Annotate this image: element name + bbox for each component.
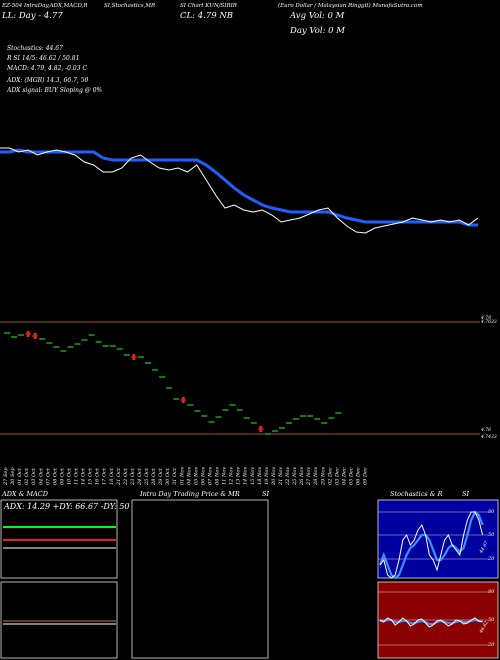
- x-axis-labels: 27 Sep 30 Sep 01 Oct 02 Oct 03 Oct 04 Oct 07 O…: [3, 467, 369, 486]
- x-label-5: 04 Oct: [38, 467, 44, 485]
- x-label-17: 22 Oct: [123, 467, 129, 486]
- x-label-47: 03 Dec: [334, 467, 340, 485]
- x-label-36: 18 Nov: [257, 467, 263, 485]
- rsi-white-line: [379, 617, 483, 628]
- x-label-18: 23 Oct: [130, 467, 136, 486]
- x-label-41: 25 Nov: [292, 467, 298, 486]
- x-label-29: 07 Nov: [207, 467, 213, 485]
- x-label-8: 09 Oct: [59, 467, 65, 485]
- candles: [4, 331, 342, 435]
- candle-body-36: [259, 426, 263, 432]
- x-label-46: 02 Dec: [327, 467, 333, 485]
- candle-body-18: [132, 354, 136, 360]
- x-label-33: 13 Nov: [236, 467, 242, 485]
- bottom-panels: [0, 499, 499, 659]
- x-label-10: 11 Oct: [74, 467, 80, 485]
- x-label-19: 24 Oct: [137, 467, 143, 486]
- stoch-white-line: [379, 511, 484, 579]
- price-label-top2: 4.7633: [481, 320, 497, 325]
- x-label-38: 20 Nov: [271, 467, 277, 486]
- x-label-3: 02 Oct: [24, 467, 30, 485]
- x-label-23: 30 Oct: [165, 467, 171, 485]
- series-line-blue: [0, 148, 478, 227]
- rsi-tick-50: 50: [488, 617, 495, 623]
- stoch-tick-50: 50: [488, 532, 495, 538]
- x-label-7: 08 Oct: [52, 467, 58, 485]
- x-label-12: 15 Oct: [88, 467, 94, 485]
- x-label-42: 26 Nov: [299, 467, 305, 486]
- adx-value: ADX: (MGR) 14.3, 66.7, 50: [7, 77, 89, 84]
- x-label-40: 22 Nov: [285, 467, 291, 486]
- rsi-blue-line: [380, 618, 483, 625]
- macd-value: MACD: 4.79, 4.82, -0.03 C: [7, 65, 88, 72]
- header-mid: SI,Stochastics,MR: [104, 3, 156, 9]
- adx-values: ADX: 14.29 +DY: 66.67 -DY: 50: [4, 502, 130, 511]
- x-label-51: 09 Dec: [363, 467, 369, 485]
- intraday-panel-title: Intra Day Trading Price & MR: [140, 490, 240, 498]
- x-label-32: 12 Nov: [229, 467, 235, 485]
- x-label-15: 18 Oct: [109, 467, 115, 485]
- price-label-top: 4.79: [481, 316, 492, 321]
- header-ll: LL: Day - 4.77: [2, 11, 63, 21]
- candle-body-25: [181, 397, 185, 403]
- x-label-20: 25 Oct: [144, 467, 150, 486]
- x-label-44: 28 Nov: [313, 467, 319, 486]
- price-label-bottom: 4.76: [481, 428, 492, 433]
- candle-body-4: [33, 333, 37, 339]
- x-label-37: 19 Nov: [264, 467, 270, 485]
- stoch-blue-line: [378, 510, 484, 580]
- x-label-25: 01 Nov: [179, 467, 185, 485]
- header-cl: CL: 4.79 NB: [180, 11, 234, 21]
- x-label-39: 21 Nov: [278, 467, 284, 486]
- x-label-28: 06 Nov: [200, 467, 206, 485]
- x-label-14: 17 Oct: [102, 467, 108, 485]
- x-label-30: 08 Nov: [215, 467, 221, 485]
- macd-panel: [0, 581, 118, 659]
- adx-panel-title: ADX & MACD: [2, 490, 48, 498]
- x-label-0: 27 Sep: [3, 467, 9, 486]
- x-label-50: 06 Dec: [356, 467, 362, 485]
- header-avg-vol: Avg Vol: 0 M: [290, 11, 345, 21]
- x-label-26: 04 Nov: [186, 467, 192, 485]
- stochastics-value: Stochastics: 44.67: [7, 45, 63, 52]
- x-label-16: 21 Oct: [116, 467, 122, 486]
- rsi-value: R SI 14/5: 46.62 / 50.81: [7, 55, 80, 62]
- price-lines: [0, 147, 479, 234]
- intraday-panel-title2: SI: [262, 490, 270, 498]
- x-label-4: 03 Oct: [31, 467, 37, 485]
- stoch-tick-20: 20: [488, 556, 495, 562]
- x-label-2: 01 Oct: [17, 467, 23, 485]
- x-label-34: 14 Nov: [243, 467, 249, 485]
- rsi-tick-80: 80: [488, 589, 495, 595]
- x-label-21: 28 Oct: [151, 467, 157, 486]
- stoch-panel-title: Stochastics & R: [390, 490, 443, 498]
- series-line-white: [0, 147, 479, 234]
- x-label-6: 07 Oct: [45, 467, 51, 485]
- x-label-9: 10 Oct: [66, 467, 72, 485]
- x-label-35: 15 Nov: [250, 467, 256, 485]
- header-left: EZ-504 IntraDay,ADX,MACD,R: [2, 3, 88, 9]
- stoch-panel-title2: SI: [462, 490, 470, 498]
- x-label-22: 29 Oct: [158, 467, 164, 486]
- price-label-bottom2: 4.7433: [481, 435, 497, 440]
- rsi-tick-20: 20: [488, 642, 495, 648]
- x-label-13: 16 Oct: [95, 467, 101, 485]
- x-label-45: 29 Nov: [320, 467, 326, 486]
- x-label-48: 04 Dec: [341, 467, 347, 485]
- header-right: (Euro Dollar / Malaysian Ringgit) Munafa…: [278, 3, 423, 9]
- x-label-24: 31 Oct: [172, 467, 178, 485]
- adx-signal: ADX signal: BUY Sloping @ 0%: [7, 87, 103, 94]
- candle-body-3: [26, 331, 30, 337]
- x-label-11: 14 Oct: [81, 467, 87, 485]
- header-mid2: SI Chart KUN/SIRIR: [180, 3, 237, 9]
- x-label-27: 05 Nov: [193, 467, 199, 485]
- x-label-49: 05 Dec: [348, 467, 354, 485]
- header-day-vol: Day Vol: 0 M: [290, 26, 345, 36]
- x-label-31: 11 Nov: [222, 467, 228, 485]
- x-label-43: 27 Nov: [306, 467, 312, 486]
- x-label-1: 30 Sep: [10, 467, 16, 485]
- stoch-tick-80: 80: [488, 509, 495, 515]
- intraday-panel: [131, 499, 269, 659]
